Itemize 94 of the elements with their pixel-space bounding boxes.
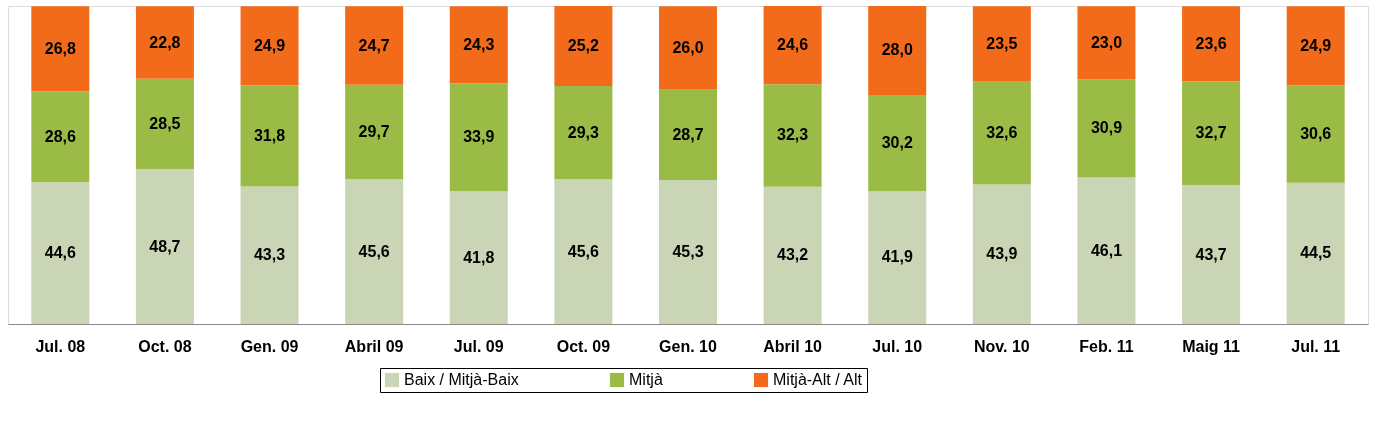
data-label: 43,9 bbox=[986, 245, 1018, 263]
x-tick-label: Gen. 09 bbox=[240, 337, 299, 355]
bar bbox=[1286, 182, 1345, 324]
bar bbox=[449, 191, 508, 324]
bar bbox=[1077, 79, 1136, 178]
bar bbox=[1077, 177, 1136, 324]
data-label: 23,0 bbox=[1090, 33, 1123, 51]
bar bbox=[763, 84, 822, 187]
x-tick-label: Feb. 11 bbox=[1079, 337, 1134, 355]
bar bbox=[240, 85, 299, 187]
data-label: 32,7 bbox=[1195, 124, 1227, 142]
data-label: 24,6 bbox=[777, 36, 809, 54]
data-label: 32,3 bbox=[777, 126, 809, 144]
bar bbox=[972, 6, 1031, 81]
bar bbox=[1286, 6, 1345, 86]
data-label: 45,6 bbox=[567, 242, 600, 260]
bar bbox=[1077, 6, 1136, 80]
data-label: 28,5 bbox=[149, 115, 181, 133]
data-label: 23,6 bbox=[1195, 34, 1227, 52]
bar bbox=[31, 6, 90, 92]
data-label: 29,7 bbox=[358, 122, 390, 140]
x-tick-label: Jul. 10 bbox=[872, 337, 923, 355]
data-label: 31,8 bbox=[253, 126, 286, 144]
x-tick-label: Oct. 09 bbox=[556, 337, 611, 355]
bar bbox=[763, 6, 822, 85]
data-label: 45,6 bbox=[358, 242, 390, 260]
bar bbox=[1182, 185, 1241, 324]
legend-label: Baix / Mitjà-Baix bbox=[404, 371, 519, 388]
bar bbox=[240, 186, 299, 324]
data-label: 30,6 bbox=[1300, 125, 1332, 143]
data-label: 28,0 bbox=[881, 41, 913, 59]
bar bbox=[1182, 81, 1241, 186]
x-tick-label: Jul. 09 bbox=[453, 337, 504, 355]
data-label: 28,6 bbox=[44, 127, 76, 145]
legend-label: Mitjà bbox=[629, 371, 663, 388]
bar bbox=[554, 86, 613, 180]
data-label: 23,5 bbox=[986, 34, 1018, 52]
x-tick-label: Oct. 08 bbox=[138, 337, 192, 355]
bar bbox=[659, 88, 717, 181]
data-label: 24,3 bbox=[463, 35, 495, 53]
data-label: 45,3 bbox=[672, 243, 704, 261]
data-label: 33,9 bbox=[463, 128, 495, 146]
bar bbox=[31, 182, 90, 324]
data-label: 29,3 bbox=[567, 123, 600, 141]
data-label: 32,6 bbox=[986, 123, 1018, 141]
bar bbox=[135, 6, 194, 79]
x-tick-label: Jul. 08 bbox=[35, 337, 86, 355]
bar bbox=[135, 78, 194, 170]
bar bbox=[345, 179, 404, 324]
x-tick-label: Abril 09 bbox=[344, 337, 404, 355]
bar bbox=[554, 6, 613, 87]
data-label: 30,9 bbox=[1090, 119, 1123, 137]
bar bbox=[31, 91, 90, 183]
data-label: 44,6 bbox=[44, 244, 76, 262]
data-label: 24,9 bbox=[1300, 36, 1332, 54]
data-label: 41,9 bbox=[881, 248, 913, 266]
data-label: 22,8 bbox=[149, 33, 181, 51]
x-tick-label: Nov. 10 bbox=[973, 337, 1030, 355]
data-label: 28,7 bbox=[672, 125, 704, 143]
bar bbox=[972, 184, 1031, 324]
data-label: 44,5 bbox=[1300, 244, 1332, 262]
data-label: 26,8 bbox=[44, 39, 76, 57]
data-label: 48,7 bbox=[149, 237, 181, 255]
data-label: 25,2 bbox=[567, 37, 600, 55]
bar bbox=[240, 6, 299, 86]
bar bbox=[1286, 85, 1345, 183]
bar bbox=[449, 6, 508, 84]
bar bbox=[135, 169, 194, 324]
bar bbox=[345, 6, 404, 85]
data-label: 24,7 bbox=[358, 36, 390, 54]
data-label: 41,8 bbox=[463, 248, 495, 266]
data-label: 30,2 bbox=[881, 133, 913, 151]
data-label: 46,1 bbox=[1090, 241, 1123, 259]
x-tick-label: Jul. 11 bbox=[1291, 337, 1341, 355]
data-label: 43,3 bbox=[253, 246, 286, 264]
bar bbox=[1182, 6, 1241, 82]
bar bbox=[449, 83, 508, 192]
bar bbox=[345, 84, 404, 180]
bar bbox=[972, 80, 1031, 185]
bar bbox=[868, 94, 927, 191]
bar bbox=[763, 186, 822, 324]
x-tick-label: Abril 10 bbox=[763, 337, 823, 355]
data-label: 43,7 bbox=[1195, 245, 1227, 263]
bar bbox=[868, 6, 927, 95]
bar bbox=[868, 190, 927, 324]
x-tick-label: Maig 11 bbox=[1182, 337, 1241, 355]
legend-label: Mitjà-Alt / Alt bbox=[773, 371, 863, 388]
data-label: 24,9 bbox=[253, 36, 286, 54]
bar bbox=[659, 180, 717, 324]
data-label: 43,2 bbox=[777, 246, 809, 264]
bar bbox=[659, 6, 717, 89]
data-label: 26,0 bbox=[672, 38, 704, 56]
bar bbox=[554, 179, 613, 324]
x-tick-label: Gen. 10 bbox=[659, 337, 717, 355]
